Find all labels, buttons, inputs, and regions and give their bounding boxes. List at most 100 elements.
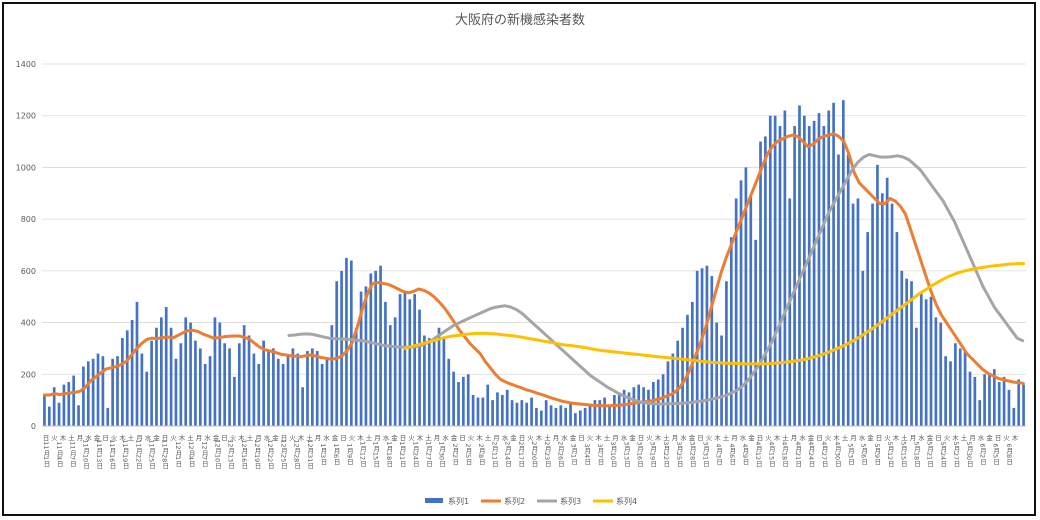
bar: [632, 387, 636, 426]
x-weekday-label: 金: [391, 433, 398, 442]
x-weekday-label: 月: [731, 434, 738, 442]
bar: [43, 394, 46, 426]
x-weekday-label: 金: [153, 433, 160, 442]
x-weekday-label: 月: [969, 434, 976, 442]
bar: [759, 141, 762, 427]
legend[interactable]: 系列1 系列2 系列3 系列4: [425, 496, 637, 506]
bar: [895, 232, 899, 426]
bar: [520, 400, 524, 426]
x-weekday-label: 火: [230, 434, 237, 442]
bar: [681, 327, 684, 426]
bar: [613, 394, 616, 426]
bar: [47, 406, 51, 426]
bar: [179, 343, 183, 426]
bar: [574, 413, 577, 426]
x-weekday-label: 金: [510, 433, 517, 442]
x-weekday-label: 日: [43, 434, 50, 442]
bar: [510, 400, 514, 426]
bar: [228, 348, 231, 426]
x-weekday-label: 金: [808, 433, 815, 442]
x-weekday-label: 金: [629, 433, 636, 442]
x-weekday-label: 月: [612, 434, 619, 442]
x-weekday-label: 月: [553, 434, 560, 442]
x-date-label: 5月9日: [873, 443, 881, 465]
x-weekday-label: 月: [434, 434, 441, 442]
bar: [320, 363, 324, 426]
x-date-label: 3月1日: [570, 443, 578, 465]
bar: [744, 167, 748, 426]
x-weekday-label: 月: [493, 434, 500, 442]
x-date-label: 3月10日: [609, 441, 617, 468]
bar: [997, 382, 1001, 426]
bar: [817, 113, 821, 426]
bar: [208, 356, 212, 426]
x-weekday-label: 日: [995, 434, 1002, 442]
x-weekday-label: 木: [238, 433, 245, 442]
x-date-label: 5月18日: [912, 441, 920, 468]
x-weekday-label: 月: [136, 434, 143, 442]
x-weekday-label: 水: [680, 433, 687, 442]
bar: [330, 325, 334, 426]
x-date-label: 11月25日: [148, 439, 156, 470]
x-date-label: 4月30日: [833, 441, 841, 468]
x-date-label: 1月3日: [319, 443, 327, 465]
x-date-label: 1月24日: [411, 441, 419, 468]
x-weekday-label: 土: [663, 433, 670, 442]
x-weekday-label: 木: [417, 433, 424, 442]
bar: [237, 343, 241, 426]
bar: [559, 405, 563, 426]
bar: [837, 154, 840, 426]
bar: [423, 335, 426, 426]
bar: [861, 270, 865, 426]
bar: [257, 363, 261, 426]
x-date-label: 5月30日: [965, 441, 973, 468]
bar: [768, 115, 772, 426]
bar: [242, 325, 246, 426]
bar: [851, 203, 855, 426]
x-weekday-label: 日: [697, 434, 704, 442]
bar: [452, 371, 455, 426]
bar: [598, 400, 602, 426]
x-date-label: 2月23日: [543, 441, 551, 468]
x-date-label: 2月8日: [477, 443, 485, 465]
x-weekday-label: 水: [978, 433, 985, 442]
x-weekday-label: 土: [485, 433, 492, 442]
bar: [992, 369, 996, 426]
bar: [1017, 379, 1021, 426]
bar: [145, 371, 149, 426]
bar: [296, 353, 300, 426]
y-tick-label: 800: [21, 215, 36, 224]
bar: [354, 327, 358, 426]
bar: [194, 340, 197, 426]
x-weekday-label: 水: [561, 433, 568, 442]
legend-label-3: 系列3: [560, 496, 581, 506]
bar: [764, 136, 767, 426]
bar: [807, 126, 811, 427]
bar: [135, 301, 139, 426]
bar: [700, 268, 704, 426]
legend-label-4: 系列4: [616, 496, 637, 506]
x-date-label: 6月8日: [1005, 443, 1013, 465]
x-weekday-label: 木: [179, 433, 186, 442]
bar: [140, 353, 144, 426]
x-date-label: 3月4日: [583, 443, 591, 465]
x-date-label: 2月26日: [556, 441, 564, 468]
bar: [530, 397, 533, 426]
x-weekday-label: 金: [927, 433, 934, 442]
bar: [788, 198, 792, 426]
bar: [832, 102, 835, 427]
bar: [262, 340, 265, 426]
x-weekday-label: 木: [536, 433, 543, 442]
x-weekday-label: 日: [340, 434, 347, 442]
x-weekday-label: 金: [94, 433, 101, 442]
bar: [603, 397, 606, 426]
x-weekday-label: 金: [272, 433, 279, 442]
x-weekday-label: 月: [196, 434, 203, 442]
bar: [880, 193, 884, 426]
bar: [608, 405, 611, 426]
x-date-label: 1月21日: [398, 441, 406, 468]
bar: [427, 338, 431, 426]
bar: [622, 389, 626, 426]
